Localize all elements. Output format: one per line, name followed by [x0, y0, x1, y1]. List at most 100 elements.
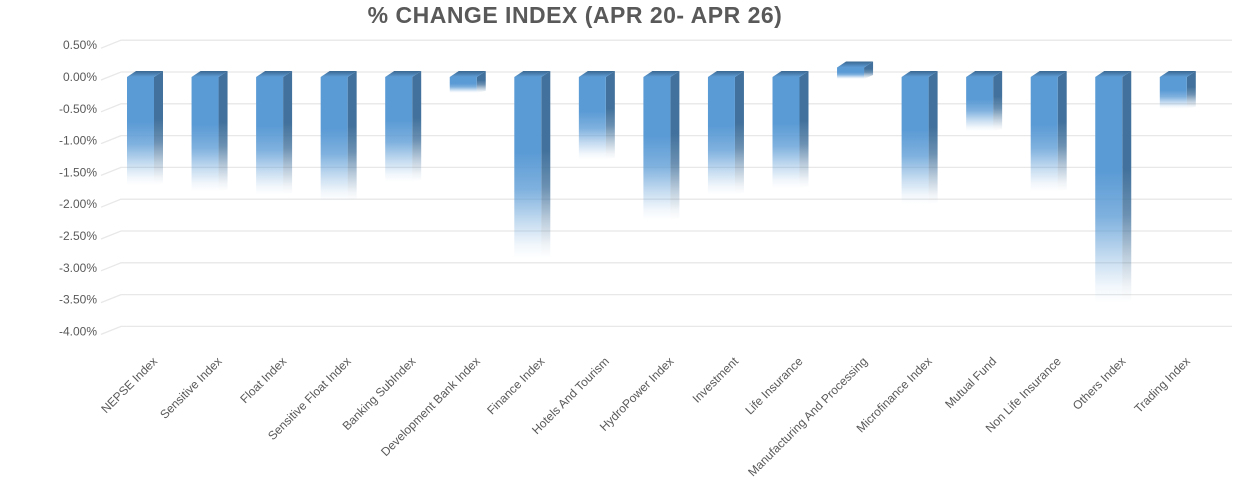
gridline: [100, 103, 1232, 113]
bar-front-face: [1030, 77, 1058, 192]
bar-top-face: [901, 71, 938, 77]
bar-front-face: [514, 77, 542, 259]
bar-top-face: [191, 71, 228, 77]
bar-side-face: [799, 71, 809, 189]
bar-front-face: [707, 77, 735, 195]
y-tick-label: -2.00%: [59, 197, 97, 211]
bar-side-face: [993, 71, 1003, 132]
bar-side-face: [1057, 71, 1067, 192]
x-category-label: Sensitive Index: [157, 354, 224, 421]
x-category-label: Mutual Fund: [942, 354, 999, 411]
bar-top-face: [643, 71, 680, 77]
bar-top-face: [966, 71, 1003, 77]
bar: [320, 71, 357, 202]
bar: [578, 71, 615, 160]
bar-top-face: [449, 71, 486, 77]
bar-top-face: [385, 71, 422, 77]
bar: [707, 71, 744, 195]
bar-top-face: [127, 71, 163, 77]
x-category-label: Investment: [690, 354, 742, 406]
bar: [1030, 71, 1067, 192]
bar: [772, 71, 809, 189]
bar: [966, 71, 1003, 132]
bar-side-face: [670, 71, 680, 221]
bar-side-face: [347, 71, 357, 202]
bar-front-face: [966, 77, 994, 132]
x-category-label: Float Index: [237, 354, 289, 406]
bar: [514, 71, 551, 259]
bar-side-face: [541, 71, 551, 259]
bar-top-face: [772, 71, 809, 77]
x-category-label: Manufacturing And Processing: [745, 354, 870, 479]
gridline: [100, 166, 1232, 177]
bar-front-face: [901, 77, 929, 205]
bar-side-face: [476, 71, 486, 93]
bar-front-face: [1095, 77, 1123, 303]
bar-front-face: [191, 77, 219, 192]
bar-front-face: [127, 77, 154, 186]
bar-side-face: [605, 71, 615, 160]
gridline: [100, 325, 1232, 336]
bar-front-face: [643, 77, 671, 221]
bar: [837, 61, 874, 79]
y-tick-label: 0.50%: [63, 38, 97, 52]
gridline: [100, 293, 1232, 304]
bar-top-face: [256, 71, 293, 77]
x-category-label: NEPSE Index: [98, 354, 160, 416]
y-tick-label: -1.00%: [59, 134, 97, 148]
bar: [901, 71, 938, 205]
bar: [1095, 71, 1132, 303]
bar-top-face: [578, 71, 615, 77]
bar-top-face: [837, 61, 874, 68]
bar-front-face: [449, 77, 477, 93]
bar-front-face: [385, 77, 413, 182]
bar: [256, 71, 293, 195]
bar-side-face: [928, 71, 938, 205]
bar-top-face: [1095, 71, 1132, 77]
gridline: [100, 39, 1232, 49]
bar-top-face: [320, 71, 357, 77]
gridline: [100, 230, 1232, 240]
gridline: [100, 262, 1232, 272]
y-tick-label: -3.50%: [59, 293, 97, 307]
bar-front-face: [578, 77, 606, 160]
bar: [191, 71, 228, 192]
bar-side-face: [412, 71, 422, 182]
bar-front-face: [256, 77, 284, 195]
y-tick-label: 0.00%: [63, 70, 97, 84]
x-category-label: Trading Index: [1131, 354, 1192, 415]
x-category-label: Others Index: [1070, 354, 1128, 412]
bar: [643, 71, 680, 221]
bar-top-face: [1030, 71, 1067, 77]
bar-front-face: [320, 77, 348, 202]
bar-top-face: [514, 71, 551, 77]
x-category-label: Finance Index: [484, 354, 547, 417]
x-category-label: Life Insurance: [742, 354, 805, 417]
bar-side-face: [154, 71, 163, 186]
bar: [385, 71, 422, 182]
bar: [127, 71, 163, 186]
y-tick-label: -3.00%: [59, 261, 97, 275]
bar-side-face: [864, 61, 874, 79]
bar-side-face: [734, 71, 744, 195]
y-tick-label: -1.50%: [59, 165, 97, 179]
bar: [1159, 71, 1196, 109]
bar-side-face: [218, 71, 228, 192]
bar-front-face: [837, 67, 865, 79]
chart-title: % CHANGE INDEX (APR 20- APR 26): [367, 2, 783, 28]
bar-front-face: [772, 77, 800, 189]
y-tick-label: -4.00%: [59, 324, 97, 338]
gridline: [100, 134, 1232, 145]
bar-top-face: [1159, 71, 1196, 77]
bar-top-face: [707, 71, 744, 77]
bar-side-face: [283, 71, 293, 195]
bar-side-face: [1186, 71, 1196, 109]
bar-side-face: [1122, 71, 1132, 303]
gridline: [100, 198, 1232, 208]
bar-front-face: [1159, 77, 1187, 109]
y-tick-label: -0.50%: [59, 102, 97, 116]
y-tick-label: -2.50%: [59, 229, 97, 243]
bar: [449, 71, 486, 93]
